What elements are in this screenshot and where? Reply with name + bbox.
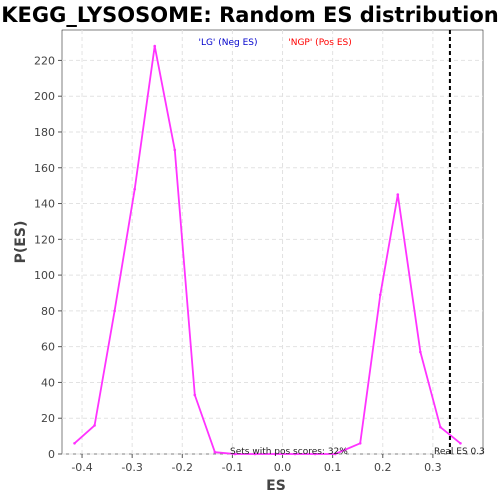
data-point: [193, 393, 197, 397]
data-point: [73, 441, 76, 445]
chart-title: KEGG_LYSOSOME: Random ES distribution: [1, 3, 498, 27]
x-tick-label: -0.3: [121, 461, 142, 474]
x-tick-label: -0.1: [222, 461, 243, 474]
data-point: [253, 452, 257, 456]
legend-neg-es: 'LG' (Neg ES): [198, 38, 257, 48]
x-tick-label: -0.4: [71, 461, 92, 474]
data-point: [173, 148, 177, 152]
y-tick-label: 40: [41, 376, 55, 389]
x-tick-label: -0.2: [172, 461, 193, 474]
y-tick-label: 200: [34, 90, 55, 103]
data-point: [213, 450, 217, 454]
legend-pos-es: 'NGP' (Pos ES): [288, 38, 352, 48]
series-line: [73, 45, 461, 455]
y-axis-label: P(ES): [13, 221, 29, 264]
x-tick-label: 0.3: [424, 461, 442, 474]
y-tick-label: 120: [34, 233, 55, 246]
data-point: [153, 44, 157, 48]
y-tick-label: 220: [34, 54, 55, 67]
data-point: [133, 187, 136, 191]
y-tick-label: 60: [41, 341, 55, 354]
y-tick-label: 140: [34, 198, 55, 211]
real-es-label: Real ES 0.3: [434, 447, 485, 457]
x-tick-label: 0.0: [274, 461, 292, 474]
y-tick-label: 80: [41, 305, 55, 318]
y-tick-label: 160: [34, 162, 55, 175]
data-point: [113, 309, 116, 313]
series-es-distribution: [73, 44, 462, 456]
data-point: [459, 441, 462, 445]
data-point: [93, 424, 96, 427]
x-tick-label: 0.2: [374, 461, 392, 474]
data-point: [313, 452, 317, 456]
data-point: [396, 193, 400, 196]
x-axis-label: ES: [266, 478, 286, 494]
data-point: [333, 452, 337, 456]
data-point: [273, 452, 277, 456]
data-point: [378, 293, 382, 297]
data-point: [358, 441, 362, 445]
x-tick-label: 0.1: [324, 461, 342, 474]
axis-ticks: 0 20 40 60 80 100 120 140 160 180 200 220 -0.4 -0.3 -0…: [34, 54, 442, 474]
y-tick-label: 100: [34, 269, 55, 282]
y-tick-label: 20: [41, 412, 55, 425]
pos-scores-annotation: Sets with pos scores: 32%: [230, 447, 348, 457]
data-point: [419, 350, 422, 354]
data-point: [439, 425, 442, 429]
y-tick-label: 0: [48, 448, 55, 461]
data-point: [233, 452, 237, 456]
data-point: [293, 452, 297, 456]
y-tick-label: 180: [34, 126, 55, 139]
